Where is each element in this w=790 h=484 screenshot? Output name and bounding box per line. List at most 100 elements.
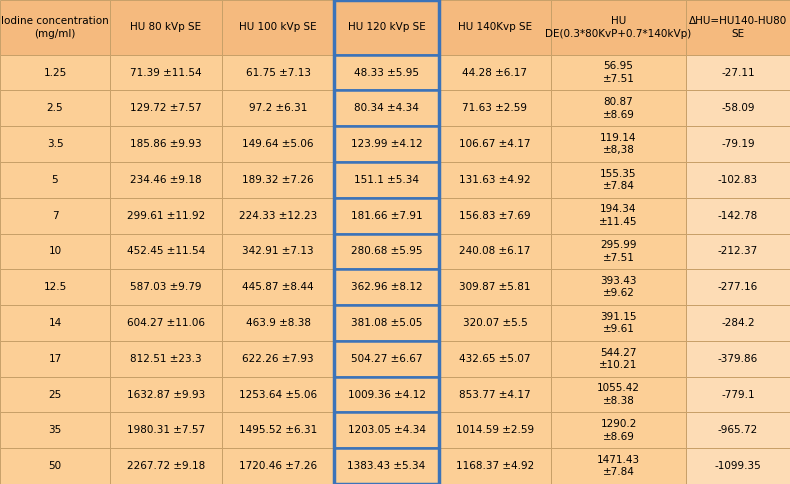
Text: 445.87 ±8.44: 445.87 ±8.44 bbox=[243, 282, 314, 292]
Bar bbox=[0, 0, 110, 55]
Bar bbox=[439, 198, 551, 234]
Bar bbox=[0, 377, 110, 412]
Text: 320.07 ±5.5: 320.07 ±5.5 bbox=[463, 318, 528, 328]
Text: 622.26 ±7.93: 622.26 ±7.93 bbox=[243, 354, 314, 364]
Bar bbox=[686, 234, 790, 269]
Bar bbox=[439, 377, 551, 412]
Bar bbox=[686, 341, 790, 377]
Text: HU 80 kVp SE: HU 80 kVp SE bbox=[130, 22, 201, 32]
Text: 463.9 ±8.38: 463.9 ±8.38 bbox=[246, 318, 310, 328]
Text: 1495.52 ±6.31: 1495.52 ±6.31 bbox=[239, 425, 317, 435]
Bar bbox=[222, 269, 334, 305]
Bar bbox=[334, 305, 439, 341]
Bar bbox=[334, 269, 439, 305]
Text: 342.91 ±7.13: 342.91 ±7.13 bbox=[243, 246, 314, 257]
Text: 391.15
±9.61: 391.15 ±9.61 bbox=[600, 312, 637, 334]
Text: -379.86: -379.86 bbox=[718, 354, 758, 364]
Text: 299.61 ±11.92: 299.61 ±11.92 bbox=[127, 211, 205, 221]
Bar bbox=[439, 448, 551, 484]
Text: HU 100 kVp SE: HU 100 kVp SE bbox=[239, 22, 317, 32]
Bar bbox=[0, 91, 110, 126]
Bar bbox=[0, 198, 110, 234]
Bar bbox=[110, 198, 222, 234]
Bar bbox=[551, 55, 686, 91]
Text: HU 120 kVp SE: HU 120 kVp SE bbox=[348, 22, 425, 32]
Bar bbox=[334, 198, 439, 234]
Bar bbox=[110, 55, 222, 91]
Text: 97.2 ±6.31: 97.2 ±6.31 bbox=[249, 103, 307, 113]
Text: -27.11: -27.11 bbox=[721, 68, 754, 77]
Text: 504.27 ±6.67: 504.27 ±6.67 bbox=[351, 354, 422, 364]
Text: -277.16: -277.16 bbox=[718, 282, 758, 292]
Bar bbox=[551, 305, 686, 341]
Bar bbox=[0, 55, 110, 91]
Text: 1980.31 ±7.57: 1980.31 ±7.57 bbox=[127, 425, 205, 435]
Text: 2.5: 2.5 bbox=[47, 103, 63, 113]
Bar bbox=[334, 448, 439, 484]
Bar bbox=[222, 0, 334, 55]
Text: 1168.37 ±4.92: 1168.37 ±4.92 bbox=[456, 461, 534, 471]
Text: 1009.36 ±4.12: 1009.36 ±4.12 bbox=[348, 390, 426, 400]
Text: 17: 17 bbox=[48, 354, 62, 364]
Text: 1632.87 ±9.93: 1632.87 ±9.93 bbox=[127, 390, 205, 400]
Bar bbox=[551, 341, 686, 377]
Text: -212.37: -212.37 bbox=[718, 246, 758, 257]
Text: 295.99
±7.51: 295.99 ±7.51 bbox=[600, 240, 637, 263]
Text: 309.87 ±5.81: 309.87 ±5.81 bbox=[459, 282, 531, 292]
Bar bbox=[686, 55, 790, 91]
Text: 587.03 ±9.79: 587.03 ±9.79 bbox=[130, 282, 201, 292]
Bar bbox=[686, 377, 790, 412]
Bar bbox=[0, 448, 110, 484]
Text: 189.32 ±7.26: 189.32 ±7.26 bbox=[243, 175, 314, 185]
Text: 181.66 ±7.91: 181.66 ±7.91 bbox=[351, 211, 423, 221]
Bar bbox=[0, 234, 110, 269]
Bar bbox=[551, 0, 686, 55]
Text: 185.86 ±9.93: 185.86 ±9.93 bbox=[130, 139, 201, 149]
Bar bbox=[686, 91, 790, 126]
Text: 2267.72 ±9.18: 2267.72 ±9.18 bbox=[127, 461, 205, 471]
Text: -779.1: -779.1 bbox=[721, 390, 754, 400]
Text: 50: 50 bbox=[48, 461, 62, 471]
Text: 151.1 ±5.34: 151.1 ±5.34 bbox=[354, 175, 419, 185]
Bar bbox=[222, 91, 334, 126]
Bar bbox=[439, 234, 551, 269]
Bar bbox=[334, 55, 439, 91]
Bar bbox=[110, 377, 222, 412]
Bar bbox=[222, 448, 334, 484]
Bar bbox=[222, 55, 334, 91]
Bar bbox=[551, 377, 686, 412]
Bar bbox=[686, 198, 790, 234]
Bar bbox=[551, 412, 686, 448]
Bar bbox=[0, 412, 110, 448]
Text: 5: 5 bbox=[51, 175, 58, 185]
Bar bbox=[110, 0, 222, 55]
Bar bbox=[110, 341, 222, 377]
Text: 3.5: 3.5 bbox=[47, 139, 63, 149]
Text: -142.78: -142.78 bbox=[718, 211, 758, 221]
Text: 240.08 ±6.17: 240.08 ±6.17 bbox=[459, 246, 531, 257]
Text: 35: 35 bbox=[48, 425, 62, 435]
Text: 194.34
±11.45: 194.34 ±11.45 bbox=[600, 204, 638, 227]
Text: 61.75 ±7.13: 61.75 ±7.13 bbox=[246, 68, 310, 77]
Bar bbox=[334, 126, 439, 162]
Bar bbox=[439, 305, 551, 341]
Bar bbox=[551, 91, 686, 126]
Bar bbox=[222, 162, 334, 198]
Text: 234.46 ±9.18: 234.46 ±9.18 bbox=[130, 175, 201, 185]
Text: 156.83 ±7.69: 156.83 ±7.69 bbox=[459, 211, 531, 221]
Text: 1.25: 1.25 bbox=[43, 68, 66, 77]
Text: 604.27 ±11.06: 604.27 ±11.06 bbox=[127, 318, 205, 328]
Text: 119.14
±8,38: 119.14 ±8,38 bbox=[600, 133, 637, 155]
Bar bbox=[334, 377, 439, 412]
Bar bbox=[110, 162, 222, 198]
Text: 1253.64 ±5.06: 1253.64 ±5.06 bbox=[239, 390, 317, 400]
Text: ΔHU=HU140-HU80
SE: ΔHU=HU140-HU80 SE bbox=[689, 16, 787, 39]
Bar bbox=[686, 412, 790, 448]
Text: 48.33 ±5.95: 48.33 ±5.95 bbox=[354, 68, 419, 77]
Bar bbox=[110, 305, 222, 341]
Text: 432.65 ±5.07: 432.65 ±5.07 bbox=[459, 354, 531, 364]
Text: Iodine concentration
(mg/ml): Iodine concentration (mg/ml) bbox=[1, 16, 109, 39]
Text: 1014.59 ±2.59: 1014.59 ±2.59 bbox=[456, 425, 534, 435]
Bar bbox=[686, 448, 790, 484]
Bar bbox=[334, 412, 439, 448]
